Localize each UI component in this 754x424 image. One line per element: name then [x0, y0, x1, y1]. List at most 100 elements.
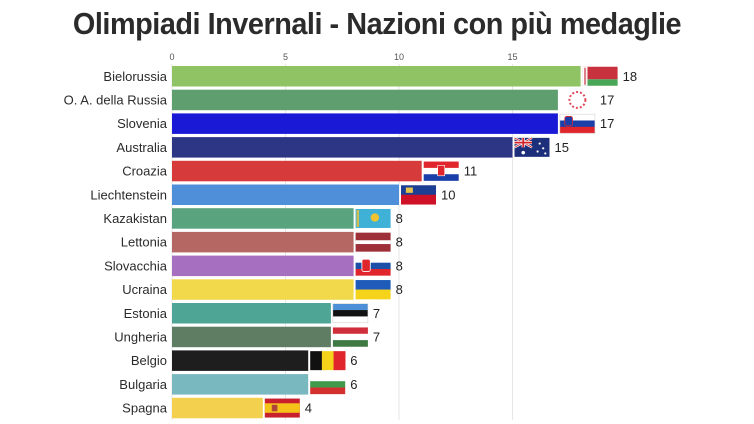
value-label: 8	[396, 211, 403, 226]
value-label: 15	[555, 140, 569, 155]
bar	[172, 89, 558, 111]
bar	[172, 231, 354, 253]
value-label: 8	[396, 282, 403, 297]
category-label: Ucraina	[122, 282, 168, 297]
flag-stripe	[401, 185, 436, 196]
flag-stripe	[264, 403, 300, 413]
value-label: 18	[623, 69, 637, 84]
olympic-ring	[568, 90, 587, 109]
value-label: 17	[600, 92, 614, 107]
value-label: 11	[464, 164, 478, 179]
flag-stripe	[559, 126, 595, 134]
bar	[172, 326, 331, 348]
croatia-flag-icon	[423, 161, 459, 181]
bar	[172, 397, 263, 419]
category-label: Belgio	[131, 353, 167, 368]
category-label: Slovacchia	[104, 258, 168, 273]
flag-stripe	[332, 310, 368, 317]
bar	[172, 160, 422, 182]
flag-stripe	[355, 269, 391, 276]
value-label: 8	[396, 258, 403, 273]
value-label: 4	[305, 401, 312, 416]
flag-stripe	[401, 194, 436, 205]
spain-flag-icon	[264, 398, 300, 418]
flag-star	[521, 150, 526, 155]
bar	[172, 208, 354, 229]
bar	[172, 374, 309, 395]
x-axis-ticks: 0 5 10 15	[169, 52, 517, 62]
flag-ornament	[584, 67, 587, 85]
value-labels: 18 17 17 15 11 10 8 8 8 8 7 7 6 6 4	[305, 69, 637, 416]
bar	[172, 113, 558, 134]
slovenia-flag-icon	[559, 113, 596, 134]
flag-stripe	[332, 316, 368, 324]
x-tick-label: 5	[283, 52, 288, 62]
category-label: Ungheria	[114, 329, 168, 344]
category-label: Slovenia	[117, 116, 168, 131]
hungary-flag-icon	[332, 327, 368, 347]
flag-ornament	[356, 209, 360, 227]
flag-stripe	[332, 333, 368, 341]
flag-stripe	[355, 280, 391, 290]
flag-stripe	[355, 240, 391, 245]
x-tick-label: 15	[507, 52, 517, 62]
category-label: Liechtenstein	[90, 187, 167, 202]
flag-star	[538, 142, 541, 145]
flag-stripe	[559, 114, 595, 121]
flag-stripe	[333, 351, 346, 371]
flag-stripe	[310, 381, 346, 388]
value-label: 8	[396, 235, 403, 250]
liechtenstein-flag-icon	[401, 185, 436, 205]
flag-stripe	[310, 374, 346, 382]
flag-stripe	[582, 79, 618, 86]
category-label: O. A. della Russia	[64, 92, 168, 107]
value-label: 17	[600, 116, 614, 131]
category-label: Australia	[116, 140, 167, 155]
flag-stripe	[310, 387, 346, 395]
flag-stripe	[355, 289, 391, 300]
category-label: Croazia	[122, 164, 168, 179]
flag-stripe	[332, 327, 368, 335]
belgium-flag-icon	[310, 351, 346, 371]
bar	[172, 184, 399, 205]
olympic-rings-icon	[568, 90, 587, 109]
flag-sun	[370, 213, 380, 222]
category-labels: Bielorussia O. A. della Russia Slovenia Aus…	[64, 69, 168, 416]
category-label: Bielorussia	[103, 69, 167, 84]
bars	[172, 66, 581, 419]
category-label: Spagna	[122, 401, 168, 416]
category-label: Lettonia	[121, 235, 168, 250]
flag-emblem	[437, 165, 446, 177]
slovakia-flag-icon	[355, 256, 391, 276]
flag-border	[559, 113, 596, 134]
belarus-flag-icon	[582, 66, 618, 86]
flag-stripe	[332, 303, 368, 311]
flag-stripe	[559, 120, 595, 128]
flag-star	[536, 150, 539, 153]
flag-stripe	[423, 161, 459, 169]
flag-star	[542, 147, 545, 150]
flag-emblem	[361, 258, 371, 272]
x-tick-label: 10	[394, 52, 404, 62]
bar	[172, 66, 581, 87]
flag-stripe	[423, 174, 459, 181]
australia-flag-icon	[513, 136, 550, 157]
bar	[172, 255, 354, 277]
x-tick-label: 0	[169, 52, 174, 62]
value-label: 7	[373, 306, 380, 321]
flag-stripe	[332, 340, 368, 347]
bar	[172, 303, 331, 324]
flag-cross	[514, 141, 532, 144]
value-label: 7	[373, 329, 380, 344]
value-label: 6	[350, 353, 357, 368]
flag-stripe	[355, 256, 391, 263]
estonia-flag-icon	[332, 303, 369, 324]
flag-stripe	[582, 66, 618, 80]
bar	[172, 279, 354, 300]
category-label: Kazakistan	[103, 211, 167, 226]
flag-star	[544, 152, 547, 155]
ukraine-flag-icon	[355, 280, 391, 300]
flag-border	[332, 303, 369, 323]
category-label: Bulgaria	[119, 377, 167, 392]
